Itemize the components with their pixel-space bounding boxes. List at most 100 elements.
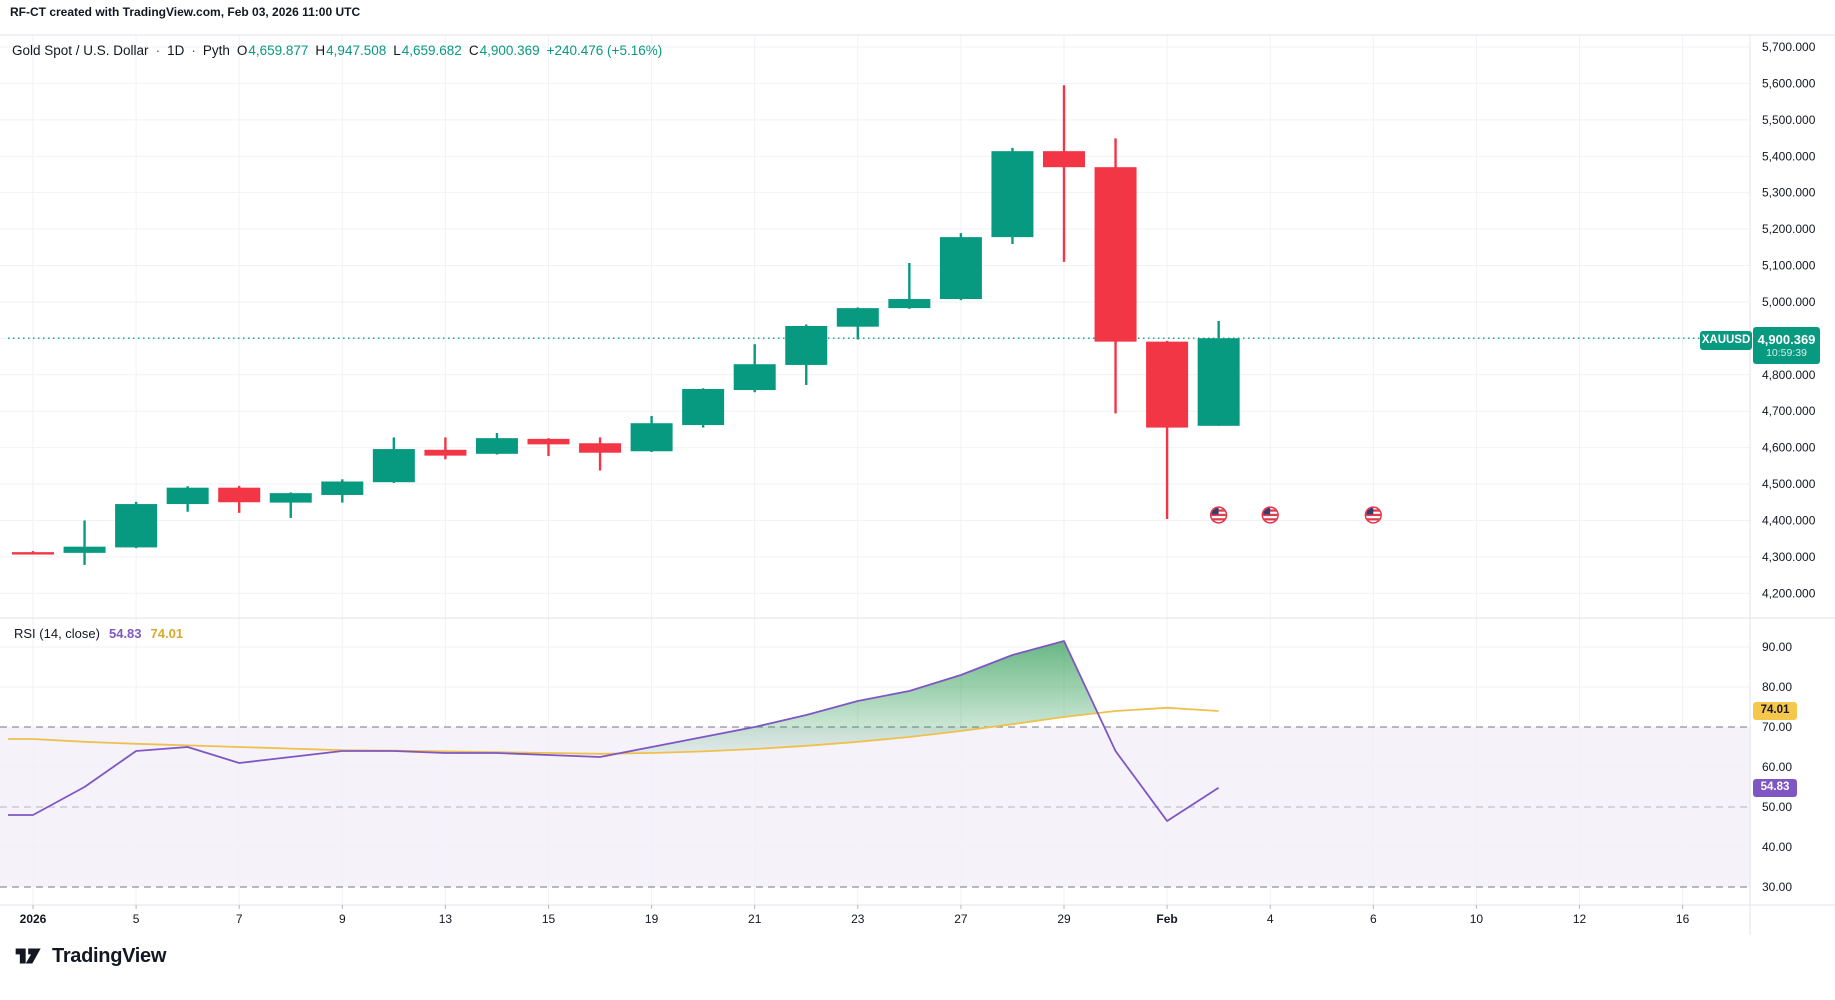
bar-countdown-timer: 10:59:39 bbox=[1766, 346, 1807, 359]
candle-body bbox=[1043, 151, 1085, 168]
ohlc-high: H4,947.508 bbox=[315, 43, 386, 58]
time-axis-label[interactable]: 12 bbox=[1573, 912, 1587, 926]
time-axis-label[interactable]: 7 bbox=[236, 912, 243, 926]
us-flag-event-icon[interactable] bbox=[1209, 506, 1228, 524]
rsi-axis-label[interactable]: 50.00 bbox=[1762, 800, 1792, 814]
price-axis-label[interactable]: 5,300.000 bbox=[1762, 186, 1816, 200]
rsi-axis-label[interactable]: 90.00 bbox=[1762, 640, 1792, 654]
data-feed-label: Pyth bbox=[202, 43, 230, 58]
time-axis-label[interactable]: 4 bbox=[1267, 912, 1274, 926]
time-axis-label[interactable]: 6 bbox=[1370, 912, 1377, 926]
rsi-axis-label[interactable]: 80.00 bbox=[1762, 680, 1792, 694]
time-axis-label[interactable]: 19 bbox=[645, 912, 659, 926]
rsi-ma-line bbox=[8, 706, 1219, 755]
candle-body bbox=[63, 546, 106, 553]
candle-body bbox=[218, 487, 261, 503]
time-axis-label[interactable]: 2026 bbox=[20, 912, 47, 926]
candle-body bbox=[372, 449, 415, 483]
time-axis-label[interactable]: 5 bbox=[133, 912, 140, 926]
rsi-axis-label[interactable]: 40.00 bbox=[1762, 840, 1792, 854]
price-axis-label[interactable]: 4,300.000 bbox=[1762, 550, 1816, 564]
candle-body bbox=[991, 151, 1034, 238]
price-axis-label[interactable]: 5,200.000 bbox=[1762, 222, 1816, 236]
separator-dot: · bbox=[155, 43, 161, 58]
price-axis-label[interactable]: 4,200.000 bbox=[1762, 586, 1816, 600]
change-value: +240.476 (+5.16%) bbox=[546, 43, 663, 58]
rsi-axis-label[interactable]: 30.00 bbox=[1762, 880, 1792, 894]
price-axis-label[interactable]: 4,400.000 bbox=[1762, 513, 1816, 527]
rsi-axis-label[interactable]: 60.00 bbox=[1762, 760, 1792, 774]
current-price-tag: 4,900.369 10:59:39 bbox=[1753, 327, 1820, 364]
us-flag-event-icon[interactable] bbox=[1261, 506, 1279, 524]
candle-body bbox=[1094, 167, 1137, 342]
low-label: L bbox=[393, 43, 401, 58]
close-value: 4,900.369 bbox=[479, 43, 540, 58]
candle-body bbox=[527, 438, 570, 445]
time-axis-label[interactable]: 23 bbox=[851, 912, 865, 926]
separator-dot: · bbox=[191, 43, 196, 58]
rsi-ma-axis-tag: 74.01 bbox=[1753, 702, 1797, 720]
candle-body bbox=[12, 552, 54, 555]
candle-body bbox=[836, 308, 879, 327]
time-axis-label[interactable]: 29 bbox=[1057, 912, 1071, 926]
price-axis-label[interactable]: 5,000.000 bbox=[1762, 295, 1816, 309]
price-axis-label[interactable]: 5,600.000 bbox=[1762, 76, 1816, 90]
candle-body bbox=[939, 237, 982, 300]
credit-line: RF-CT created with TradingView.com, Feb … bbox=[10, 5, 361, 19]
current-price-value: 4,900.369 bbox=[1757, 331, 1816, 347]
price-axis-label[interactable]: 4,800.000 bbox=[1762, 368, 1816, 382]
time-axis-label[interactable]: 10 bbox=[1470, 912, 1484, 926]
price-axis-label[interactable]: 5,500.000 bbox=[1762, 113, 1816, 127]
time-axis-label[interactable]: 15 bbox=[542, 912, 556, 926]
rsi-ma-value: 74.01 bbox=[150, 626, 184, 641]
time-axis-label[interactable]: 13 bbox=[439, 912, 453, 926]
candle-body bbox=[475, 438, 518, 454]
candle-body bbox=[166, 487, 209, 505]
ohlc-low: L4,659.682 bbox=[393, 43, 462, 58]
tradingview-logo[interactable]: TradingView bbox=[14, 943, 166, 969]
price-axis-label[interactable]: 5,100.000 bbox=[1762, 259, 1816, 273]
tradingview-logo-text: TradingView bbox=[52, 944, 167, 967]
high-value: 4,947.508 bbox=[326, 43, 387, 58]
time-axis-label[interactable]: 9 bbox=[339, 912, 346, 926]
candle-body bbox=[888, 299, 931, 309]
candle-body bbox=[115, 504, 158, 548]
candle-body bbox=[1146, 341, 1189, 428]
high-label: H bbox=[315, 43, 326, 58]
candle-body bbox=[424, 449, 467, 456]
candle-body bbox=[321, 481, 364, 495]
rsi-current-value: 54.83 bbox=[108, 626, 142, 641]
tradingview-logo-icon bbox=[15, 948, 41, 964]
price-axis-label[interactable]: 5,700.000 bbox=[1762, 40, 1816, 54]
candle-body bbox=[579, 443, 622, 453]
price-axis-label[interactable]: 5,400.000 bbox=[1762, 149, 1816, 163]
candle-body bbox=[682, 388, 725, 426]
price-axis-label[interactable]: 4,600.000 bbox=[1762, 441, 1816, 455]
rsi-indicator-title[interactable]: RSI (14, close) 54.83 74.01 bbox=[14, 626, 183, 641]
rsi-line bbox=[8, 640, 1220, 822]
price-axis-label[interactable]: 4,500.000 bbox=[1762, 477, 1816, 491]
time-axis-label[interactable]: Feb bbox=[1156, 912, 1177, 926]
open-label: O bbox=[236, 43, 248, 58]
time-axis-label[interactable]: 27 bbox=[954, 912, 968, 926]
time-axis-label[interactable]: 21 bbox=[748, 912, 762, 926]
chart-canvas[interactable]: 5,700.000 5,600.000 5,500.000 5,400.000 5,30… bbox=[0, 0, 1835, 940]
ohlc-open: O4,659.877 bbox=[237, 43, 309, 58]
low-value: 4,659.682 bbox=[401, 43, 462, 58]
candle-body bbox=[733, 364, 776, 391]
symbol-title[interactable]: Gold Spot / U.S. Dollar bbox=[12, 43, 149, 58]
us-flag-event-icon[interactable] bbox=[1364, 506, 1382, 524]
rsi-axis-label[interactable]: 70.00 bbox=[1762, 720, 1792, 734]
symbol-header[interactable]: Gold Spot / U.S. Dollar · 1D · Pyth O4,6… bbox=[12, 43, 662, 58]
rsi-title-text[interactable]: RSI (14, close) bbox=[14, 626, 100, 641]
close-label: C bbox=[468, 43, 479, 58]
candle-body bbox=[630, 423, 673, 452]
interval-label[interactable]: 1D bbox=[167, 43, 185, 58]
rsi-band bbox=[0, 727, 1750, 887]
time-axis-label[interactable]: 16 bbox=[1676, 912, 1690, 926]
candle-body bbox=[785, 325, 828, 365]
open-value: 4,659.877 bbox=[248, 43, 309, 58]
price-axis-label[interactable]: 4,700.000 bbox=[1762, 404, 1816, 418]
candle-body bbox=[1197, 338, 1240, 426]
